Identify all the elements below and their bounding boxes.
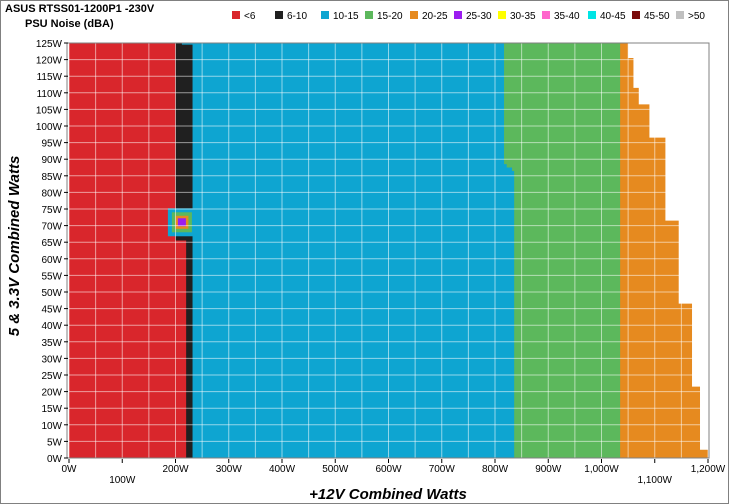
y-tick-label: 50W (41, 288, 62, 299)
y-tick-label: 10W (41, 421, 62, 432)
grid-lines (68, 42, 709, 459)
y-tick-label: 55W (41, 271, 62, 282)
plot-border (66, 42, 710, 459)
x-tick-label: 100W (109, 475, 136, 486)
y-tick-label: 110W (37, 89, 63, 100)
legend-swatch (588, 11, 596, 19)
y-tick-label: 100W (36, 122, 63, 133)
y-tick-label: 75W (41, 205, 62, 216)
x-tick-label: 300W (216, 464, 243, 475)
y-tick-label: 25W (41, 371, 62, 382)
x-tick-label: 900W (535, 464, 562, 475)
y-tick-label: 95W (41, 139, 62, 150)
x-tick-label: 700W (429, 464, 456, 475)
legend-label: 15-20 (377, 11, 403, 22)
x-tick-label: 1,000W (584, 464, 619, 475)
y-axis-ticks: 0W 5W 10W 15W 20W 25W 30W 35W 40W 45W 50W 55W 60W 65W… (36, 39, 68, 465)
x-tick-label: 200W (162, 464, 189, 475)
y-tick-label: 105W (36, 105, 63, 116)
y-tick-label: 0W (47, 454, 63, 465)
y-tick-label: 5W (47, 437, 63, 448)
legend: <6 6-10 10-15 15-20 20-25 25-30 30-35 35-40 40-4… (232, 11, 705, 22)
legend-label: 25-30 (466, 11, 492, 22)
legend-swatch (275, 11, 283, 19)
x-tick-label: 800W (482, 464, 509, 475)
legend-label: >50 (688, 11, 705, 22)
y-tick-label: 40W (41, 321, 62, 332)
x-tick-label: 1,200W (691, 464, 726, 475)
legend-label: 35-40 (554, 11, 580, 22)
legend-label: 30-35 (510, 11, 536, 22)
x-tick-label: 600W (375, 464, 402, 475)
legend-swatch (410, 11, 418, 19)
y-tick-label: 15W (41, 404, 62, 415)
y-tick-label: 120W (36, 56, 63, 67)
x-tick-label: 400W (269, 464, 296, 475)
x-axis-ticks: 0W 200W 300W 400W 500W 600W 700W 800W 900W 1,000W… (62, 459, 726, 486)
y-tick-label: 80W (41, 188, 62, 199)
y-tick-label: 90W (41, 155, 62, 166)
y-tick-label: 115W (37, 72, 63, 83)
legend-swatch (542, 11, 550, 19)
chart-subtitle: PSU Noise (dBA) (25, 18, 114, 30)
x-tick-label: 0W (62, 464, 78, 475)
legend-label: 6-10 (287, 11, 307, 22)
legend-swatch (321, 11, 329, 19)
legend-swatch (454, 11, 462, 19)
legend-swatch (498, 11, 506, 19)
legend-label: 40-45 (600, 11, 626, 22)
legend-swatch (232, 11, 240, 19)
legend-label: 20-25 (422, 11, 448, 22)
legend-label: <6 (244, 11, 256, 22)
legend-label: 45-50 (644, 11, 670, 22)
legend-swatch (632, 11, 640, 19)
y-tick-label: 65W (41, 238, 62, 249)
y-tick-label: 45W (41, 305, 62, 316)
y-axis-title: 5 & 3.3V Combined Watts (6, 156, 23, 337)
y-tick-label: 35W (41, 338, 62, 349)
y-tick-label: 20W (41, 388, 62, 399)
x-tick-label: 1,100W (638, 475, 673, 486)
x-axis-title: +12V Combined Watts (309, 486, 467, 503)
x-tick-label: 500W (322, 464, 349, 475)
noise-region (69, 43, 187, 458)
legend-swatch (676, 11, 684, 19)
y-tick-label: 30W (41, 354, 62, 365)
legend-label: 10-15 (333, 11, 359, 22)
y-tick-label: 60W (41, 255, 62, 266)
y-tick-label: 125W (36, 39, 63, 50)
chart-title: ASUS RTSS01-1200P1 -230V (5, 3, 155, 15)
y-tick-label: 70W (41, 222, 62, 233)
hotspot-cell (177, 218, 186, 227)
y-tick-label: 85W (41, 172, 62, 183)
legend-swatch (365, 11, 373, 19)
